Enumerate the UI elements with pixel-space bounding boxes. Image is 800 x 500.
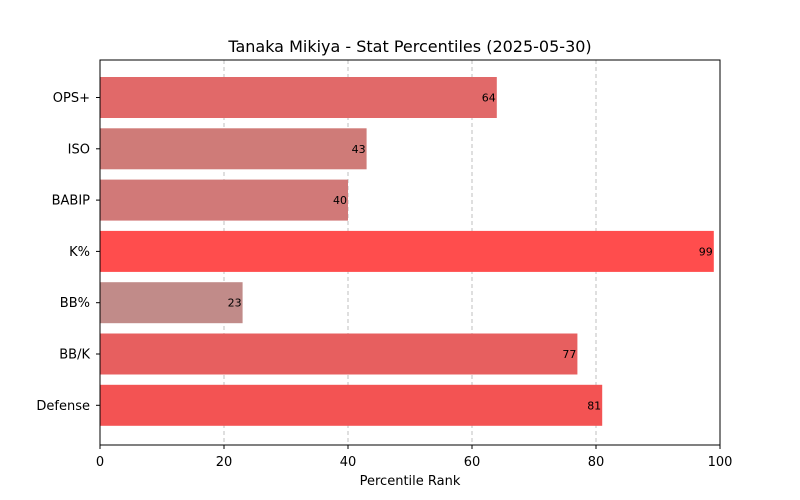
- bar-value-label: 23: [228, 297, 242, 310]
- bar-value-label: 77: [562, 348, 576, 361]
- bar-value-label: 64: [482, 92, 496, 105]
- x-tick-label: 0: [96, 455, 104, 470]
- x-tick-label: 80: [588, 455, 605, 470]
- y-axis: OPS+ ISO BABIP K% BB% BB/K Defense: [36, 91, 100, 414]
- bar: [100, 77, 497, 118]
- bars: [100, 77, 714, 426]
- y-tick-label: OPS+: [53, 91, 90, 106]
- y-tick-label: BB%: [60, 296, 90, 311]
- bar: [100, 333, 578, 375]
- x-tick-label: 40: [340, 455, 357, 470]
- x-axis-label: Percentile Rank: [360, 474, 461, 489]
- x-tick-label: 60: [464, 455, 481, 470]
- y-tick-label: ISO: [68, 142, 90, 157]
- bar: [100, 384, 603, 426]
- bar-value-labels: 64 43 40 99 23 77 81: [228, 92, 713, 413]
- x-tick-label: 100: [708, 455, 733, 470]
- bar-value-label: 99: [699, 245, 713, 258]
- bar-value-label: 43: [352, 143, 366, 156]
- y-tick-label: K%: [69, 245, 90, 260]
- bar: [100, 179, 348, 221]
- bar: [100, 230, 714, 272]
- bar: [100, 282, 243, 324]
- plot-frame: [99, 59, 721, 446]
- x-axis: 0 20 40 60 80 100: [96, 445, 733, 470]
- bar-value-label: 81: [587, 399, 601, 412]
- y-tick-label: BABIP: [52, 194, 91, 209]
- bar: [100, 128, 367, 170]
- y-tick-label: Defense: [36, 399, 90, 414]
- chart-title: Tanaka Mikiya - Stat Percentiles (2025-0…: [227, 37, 591, 56]
- bar-value-label: 40: [333, 194, 347, 207]
- y-tick-label: BB/K: [59, 348, 90, 363]
- x-tick-label: 20: [216, 455, 233, 470]
